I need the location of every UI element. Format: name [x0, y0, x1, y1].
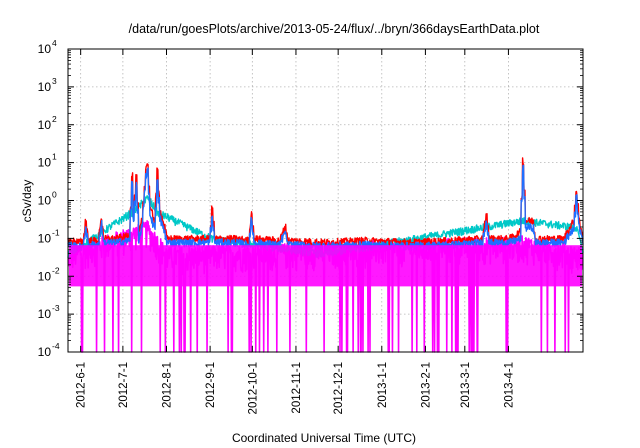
- x-tick-label: 2012-7-1: [118, 362, 130, 408]
- x-tick-label: 2012-9-1: [205, 362, 217, 408]
- y-tick-exponent: -2: [52, 265, 60, 275]
- series-noise-band: [69, 245, 582, 287]
- x-tick-label: 2013-2-1: [420, 362, 432, 408]
- x-axis-label: Coordinated Universal Time (UTC): [232, 431, 416, 445]
- x-tick-label: 2012-6-1: [76, 362, 88, 408]
- y-tick-label: 10: [38, 345, 52, 359]
- y-tick-exponent: 2: [52, 114, 57, 124]
- x-tick-label: 2013-3-1: [460, 362, 472, 408]
- x-tick-label: 2013-1-1: [377, 362, 389, 408]
- y-tick-exponent: -3: [52, 303, 60, 313]
- x-tick-label: 2012-8-1: [161, 362, 173, 408]
- x-tick-label: 2012-12-1: [333, 362, 345, 414]
- series-line: [67, 157, 584, 248]
- y-tick-exponent: 0: [52, 190, 57, 200]
- y-tick-label: 10: [38, 118, 52, 132]
- chart-title: /data/run/goesPlots/archive/2013-05-24/f…: [129, 22, 540, 36]
- y-tick-label: 10: [38, 231, 52, 245]
- y-tick-label: 10: [38, 269, 52, 283]
- y-tick-label: 10: [38, 80, 52, 94]
- x-axis: 2012-6-1 2012-7-1 2012-8-1 2012-9-1 2012-10-…: [76, 49, 515, 414]
- y-tick-exponent: 4: [52, 38, 57, 48]
- y-tick-label: 10: [38, 42, 52, 56]
- y-axis-label: cSv/day: [20, 180, 34, 223]
- data-series: [67, 157, 584, 353]
- x-tick-label: 2012-10-1: [247, 362, 259, 414]
- y-tick-label: 10: [38, 194, 52, 208]
- y-tick-exponent: 3: [52, 76, 57, 86]
- y-tick-exponent: 1: [52, 152, 57, 162]
- x-tick-label: 2013-4-1: [503, 362, 515, 408]
- x-tick-label: 2012-11-1: [291, 362, 303, 414]
- y-tick-label: 10: [38, 156, 52, 170]
- y-tick-label: 10: [38, 307, 52, 321]
- y-tick-exponent: -4: [52, 341, 60, 351]
- y-tick-exponent: -1: [52, 227, 60, 237]
